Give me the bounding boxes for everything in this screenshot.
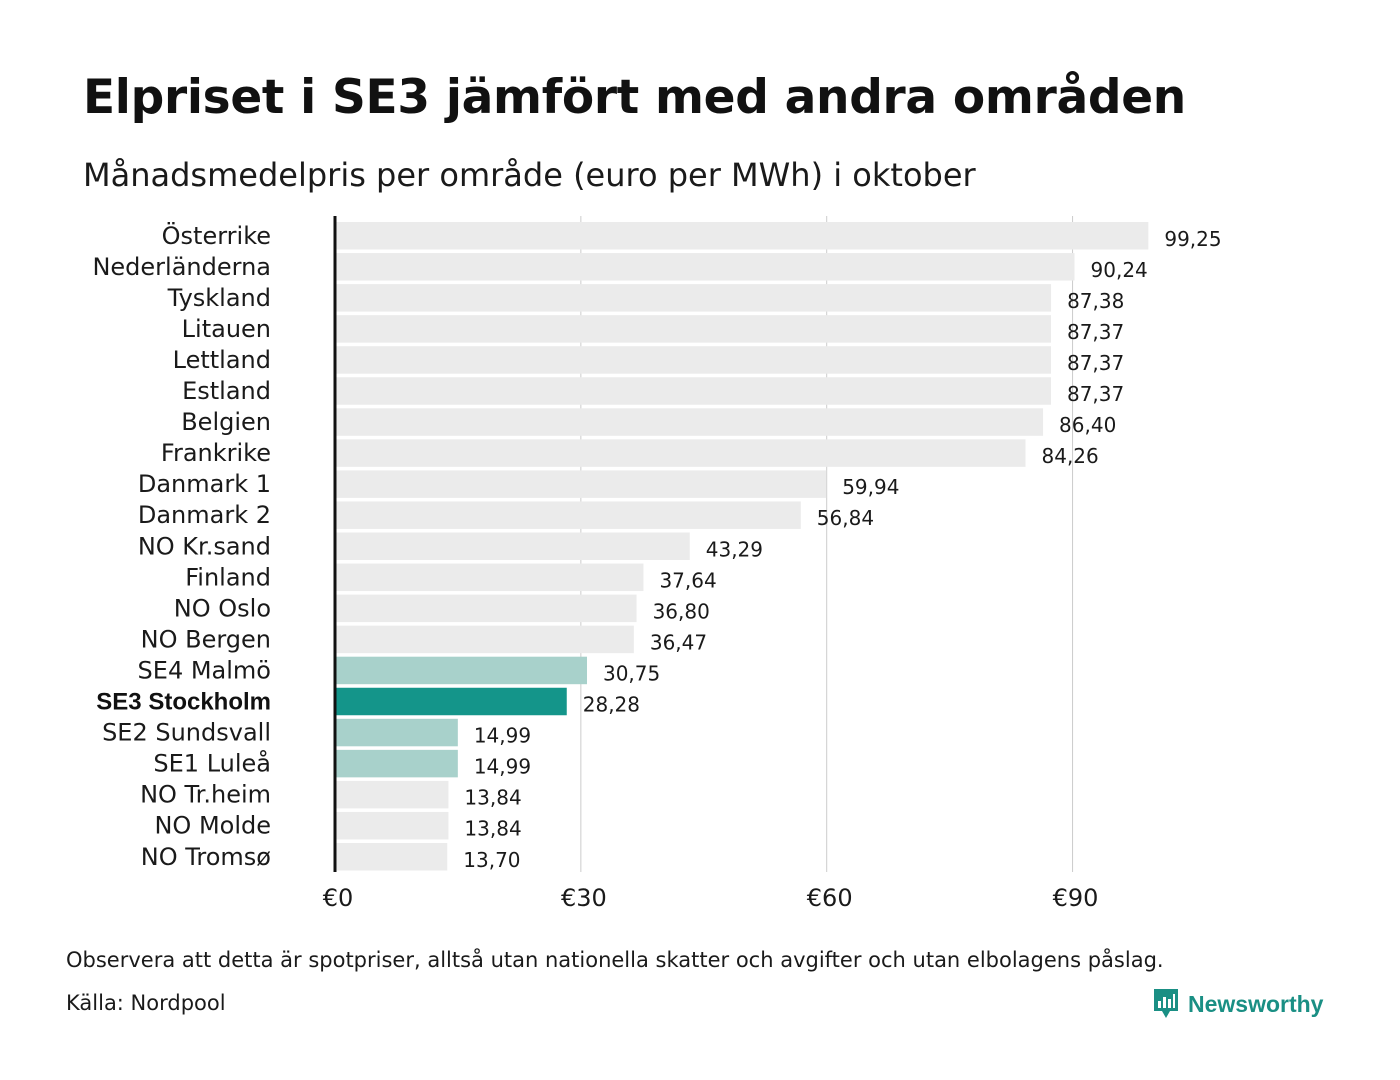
value-label: 30,75 [603, 661, 660, 685]
bar [335, 439, 1026, 467]
bar [335, 253, 1075, 281]
value-label: 87,37 [1067, 320, 1124, 344]
brand-logo: Newsworthy [1152, 984, 1323, 1024]
category-label: Belgien [181, 408, 271, 436]
category-label: NO Oslo [174, 594, 271, 622]
category-label: Danmark 2 [138, 501, 271, 529]
category-label: Litauen [182, 315, 271, 343]
category-label: NO Kr.sand [138, 532, 271, 560]
category-label: Tyskland [167, 284, 271, 312]
bar [335, 843, 448, 871]
value-label: 14,99 [474, 724, 531, 748]
x-tick-label: €0 [323, 884, 354, 912]
value-label: 13,84 [464, 786, 521, 810]
value-label: 59,94 [842, 475, 899, 499]
chart-title: Elpriset i SE3 jämfört med andra områden [83, 70, 1186, 125]
category-label: SE1 Luleå [153, 749, 271, 778]
bar [335, 563, 644, 592]
category-label: SE4 Malmö [138, 656, 271, 684]
value-label: 56,84 [817, 506, 874, 530]
value-label: 36,80 [653, 599, 710, 623]
value-label: 87,37 [1067, 382, 1124, 406]
category-label: NO Tr.heim [140, 781, 271, 809]
category-label: NO Molde [154, 812, 271, 840]
value-label: 86,40 [1059, 413, 1116, 437]
bars [335, 222, 1149, 871]
category-label: Lettland [173, 346, 271, 374]
value-label: 37,64 [659, 568, 716, 592]
newsworthy-logo-icon [1154, 989, 1178, 1018]
bar [335, 377, 1051, 405]
value-label: 84,26 [1042, 444, 1099, 468]
bar [335, 625, 634, 654]
bar [335, 687, 567, 716]
category-label: Finland [185, 563, 271, 591]
value-label: 14,99 [474, 755, 531, 779]
value-label: 87,38 [1067, 289, 1124, 313]
category-labels: Österrike Nederländerna Tyskland Litauen Let… [92, 221, 271, 871]
brand-name: Newsworthy [1188, 990, 1324, 1017]
category-label: Nederländerna [92, 253, 271, 281]
bar [335, 470, 827, 498]
category-label: Frankrike [161, 439, 271, 467]
x-tick-labels: €0 €30 €60 €90 [323, 884, 1099, 912]
bar [335, 408, 1044, 436]
category-label: NO Bergen [141, 625, 271, 653]
value-label: 28,28 [583, 693, 640, 717]
value-label: 87,37 [1067, 351, 1124, 375]
bar [335, 501, 801, 529]
source-note: Källa: Nordpool [66, 991, 226, 1015]
category-label: SE3 Stockholm [96, 689, 271, 716]
bar [335, 346, 1051, 374]
bar [335, 718, 458, 747]
x-tick-label: €90 [1053, 884, 1099, 912]
bar [335, 780, 449, 809]
category-label: Danmark 1 [138, 470, 271, 498]
value-label: 43,29 [706, 537, 763, 561]
value-label: 13,70 [463, 848, 520, 872]
category-label: Österrike [162, 221, 271, 250]
bar [335, 594, 637, 623]
bar [335, 532, 690, 560]
bar [335, 811, 449, 840]
value-label: 90,24 [1091, 258, 1148, 282]
value-labels: 99,25 90,24 87,38 87,37 87,37 87,37 86,40 84,26… [463, 227, 1221, 872]
chart-subtitle: Månadsmedelpris per område (euro per MWh… [83, 156, 976, 194]
footnote: Observera att detta är spotpriser, allts… [66, 948, 1164, 972]
bar [335, 284, 1052, 312]
value-label: 99,25 [1164, 227, 1221, 251]
bar [335, 315, 1051, 343]
x-tick-label: €30 [561, 884, 607, 912]
x-tick-label: €60 [807, 884, 853, 912]
bar [335, 749, 458, 778]
category-label: Estland [182, 377, 271, 405]
category-label: SE2 Sundsvall [102, 719, 271, 747]
bar [335, 222, 1149, 250]
bar [335, 656, 587, 685]
category-label: NO Tromsø [141, 843, 271, 871]
value-label: 13,84 [464, 817, 521, 841]
value-label: 36,47 [650, 630, 707, 654]
